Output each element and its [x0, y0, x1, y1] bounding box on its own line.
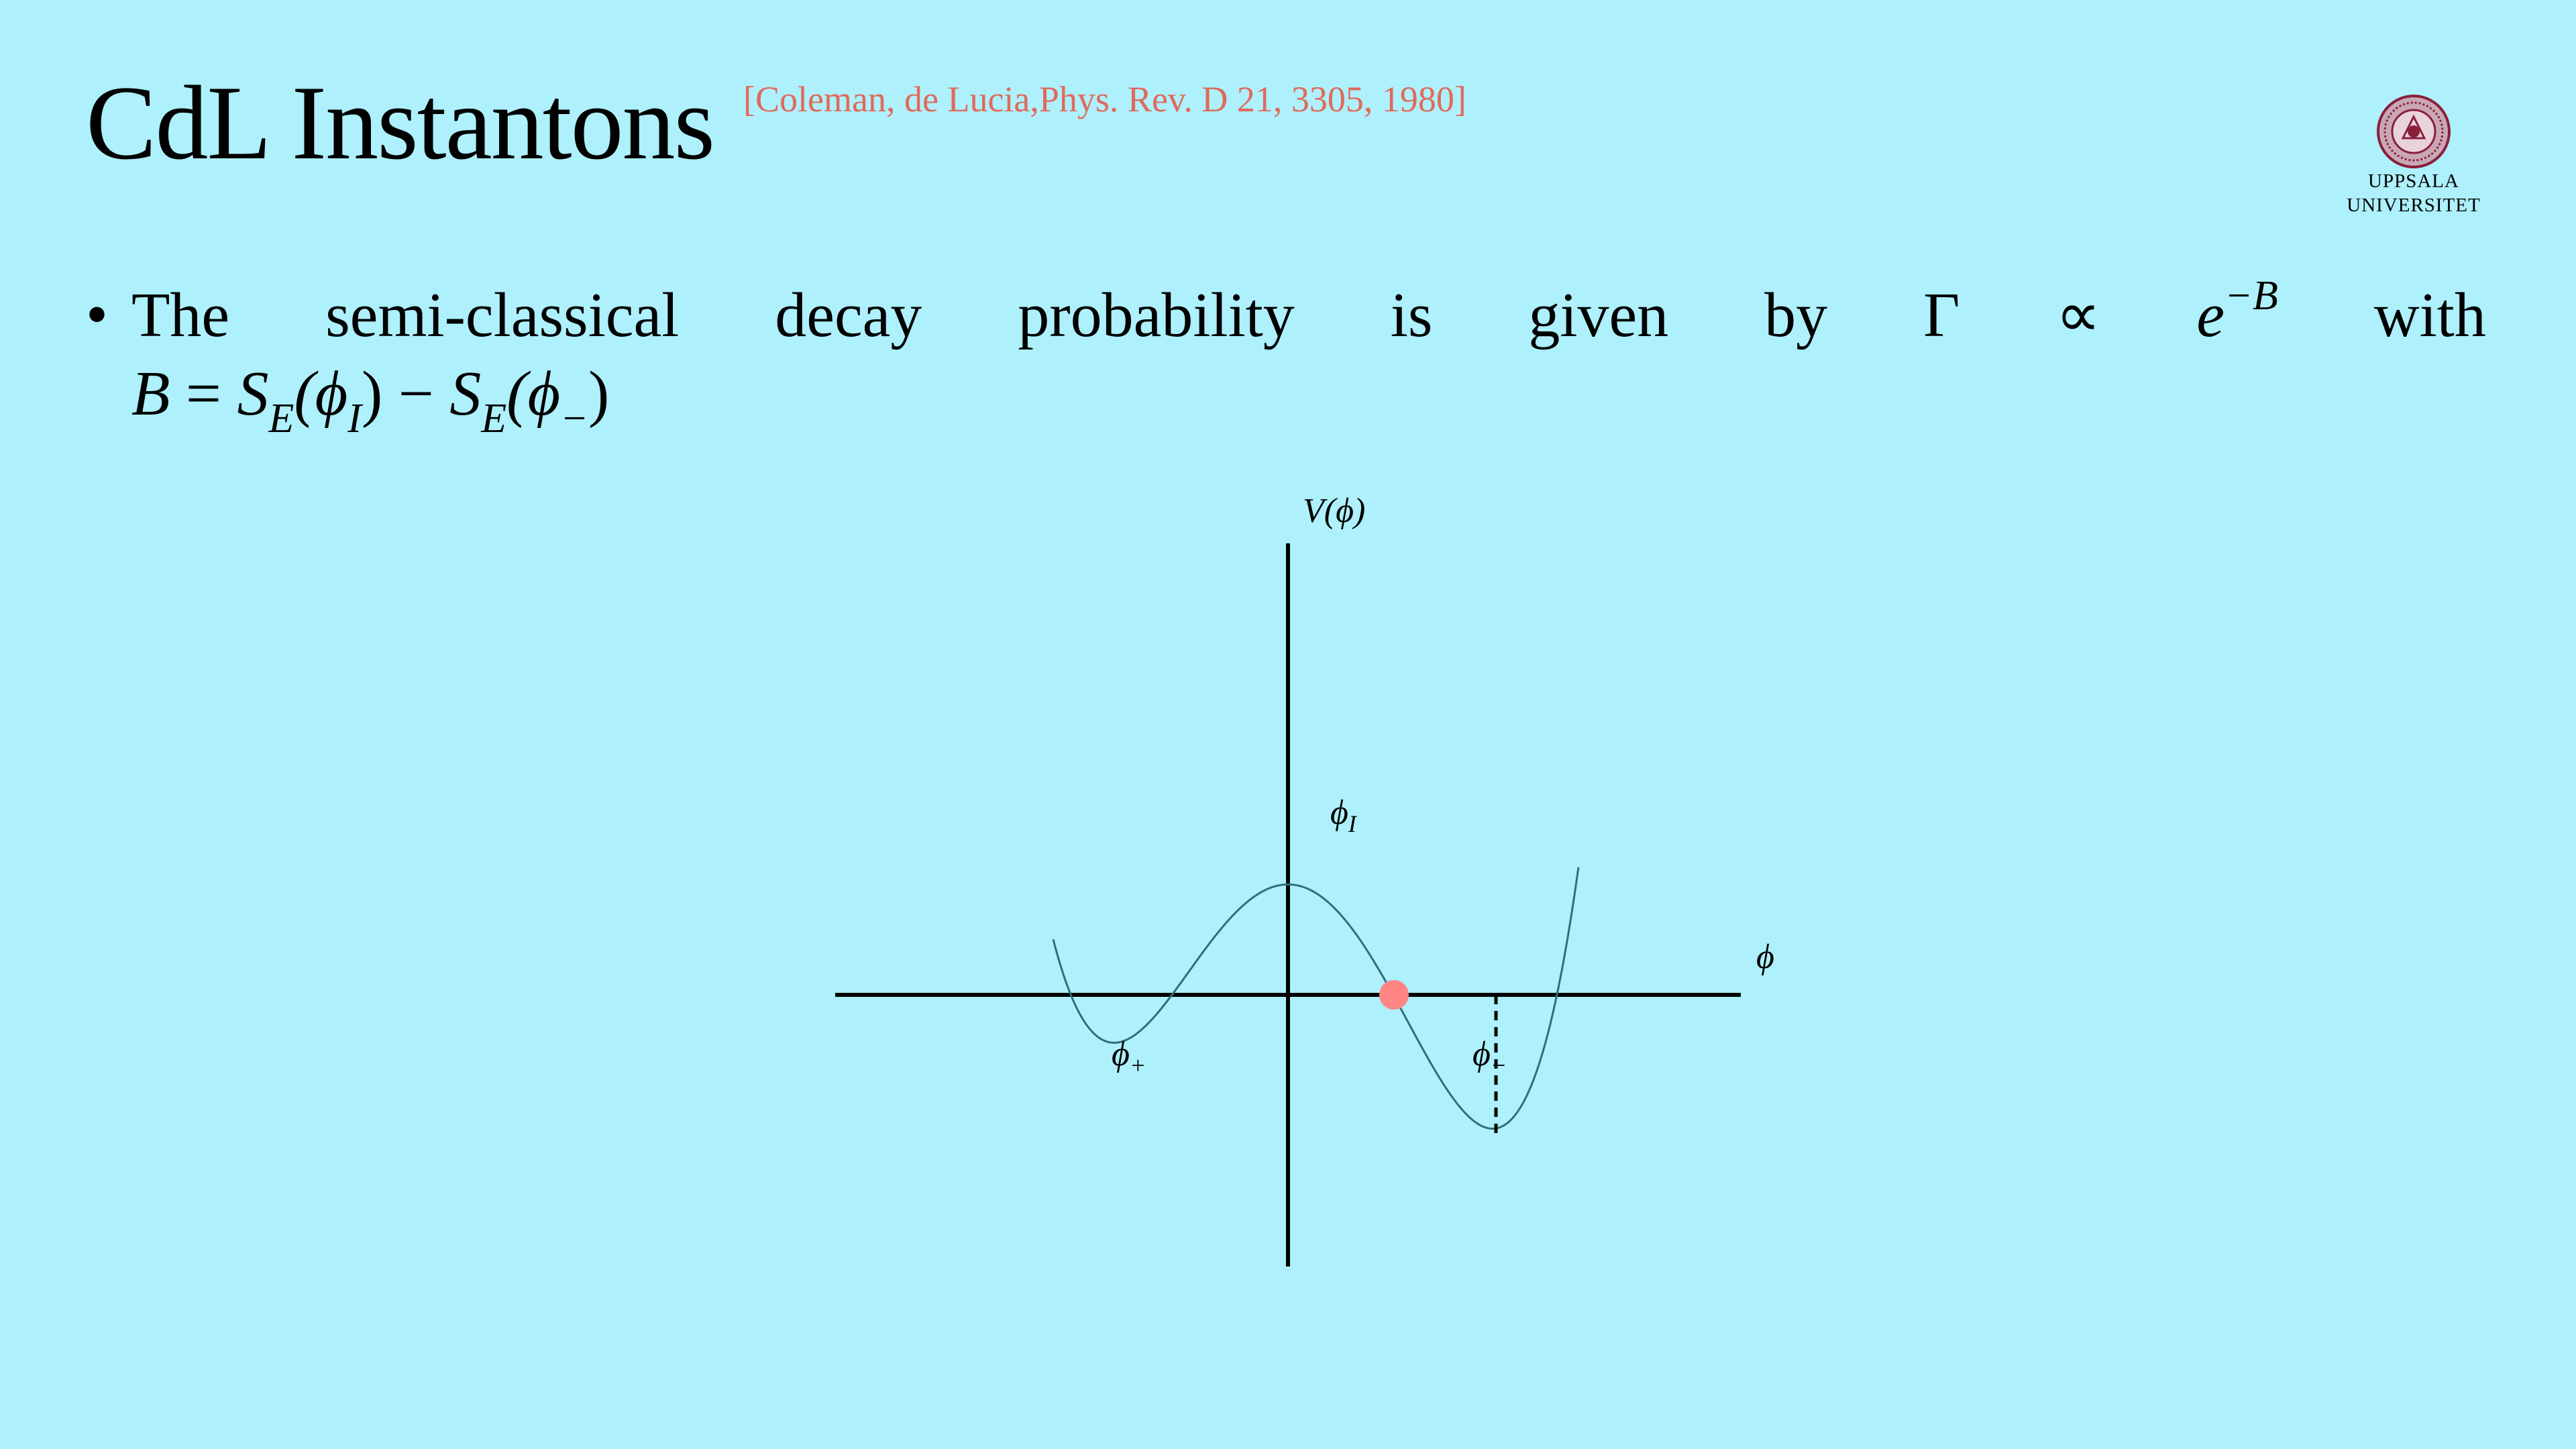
- phi-plus-subscript: +: [1130, 1052, 1146, 1079]
- word: probability: [1018, 280, 1295, 350]
- phi-i-symbol: ϕ: [1330, 794, 1348, 832]
- word-with: with: [2373, 280, 2486, 350]
- proportional-symbol: ∝: [2055, 280, 2101, 350]
- phi-i-label: ϕI: [1330, 794, 1358, 837]
- word: semi-classical: [325, 280, 680, 350]
- phi-minus-symbol: ϕ: [1472, 1035, 1491, 1073]
- title-row: CdL Instantons [Coleman, de Lucia,Phys. …: [86, 70, 1466, 176]
- phi-plus-symbol: ϕ: [1112, 1035, 1130, 1073]
- word: decay: [775, 280, 922, 350]
- phi-i-subscript: I: [1348, 810, 1358, 837]
- citation: [Coleman, de Lucia,Phys. Rev. D 21, 3305…: [743, 79, 1466, 119]
- uppsala-logo: UPPSALA UNIVERSITET: [2340, 94, 2487, 217]
- word: by: [1764, 280, 1828, 350]
- formula-arg1: (ϕ: [294, 359, 348, 429]
- word: is: [1390, 280, 1433, 350]
- escape-point-marker: [1379, 980, 1409, 1010]
- bullet-line-1: The semi-classical decay probability is …: [131, 273, 2486, 352]
- formula-s1: S: [237, 359, 269, 429]
- formula-equals: =: [170, 359, 237, 429]
- word: The: [131, 280, 230, 350]
- logo-line-2: UNIVERSITET: [2347, 195, 2481, 216]
- y-axis-label: V(ϕ): [1303, 492, 1365, 530]
- formula-arg2-close: ): [588, 359, 610, 429]
- formula-s2-sub: E: [481, 396, 507, 441]
- formula-arg2: (ϕ: [506, 359, 561, 429]
- formula-arg2-sub: −: [560, 396, 588, 441]
- word: given: [1528, 280, 1669, 350]
- formula-s1-sub: E: [268, 396, 294, 441]
- phi-minus-subscript: −: [1491, 1052, 1507, 1079]
- formula-arg1-sub: I: [347, 396, 362, 441]
- phi-plus-label: ϕ+: [1112, 1035, 1146, 1079]
- phi-minus-label: ϕ−: [1472, 1035, 1507, 1079]
- logo-line-1: UPPSALA: [2368, 170, 2459, 192]
- exponential-term: e−B: [2196, 273, 2277, 352]
- exp-base: e: [2196, 280, 2225, 350]
- formula-b: B: [131, 359, 170, 429]
- potential-curve: [1052, 867, 1580, 1130]
- exp-power: −B: [2224, 273, 2278, 319]
- formula-minus: −: [382, 359, 450, 429]
- bullet-dot-icon: •: [86, 280, 108, 350]
- slide-title: CdL Instantons: [86, 64, 715, 182]
- formula-arg1-close: ): [361, 359, 383, 429]
- x-axis-label: ϕ: [1756, 938, 1774, 976]
- university-seal-icon: [2377, 95, 2451, 168]
- bounce-action-formula: B = SE(ϕI) − SE(ϕ−): [131, 358, 610, 441]
- gamma-symbol: Γ: [1923, 280, 1960, 350]
- formula-s2: S: [449, 359, 482, 429]
